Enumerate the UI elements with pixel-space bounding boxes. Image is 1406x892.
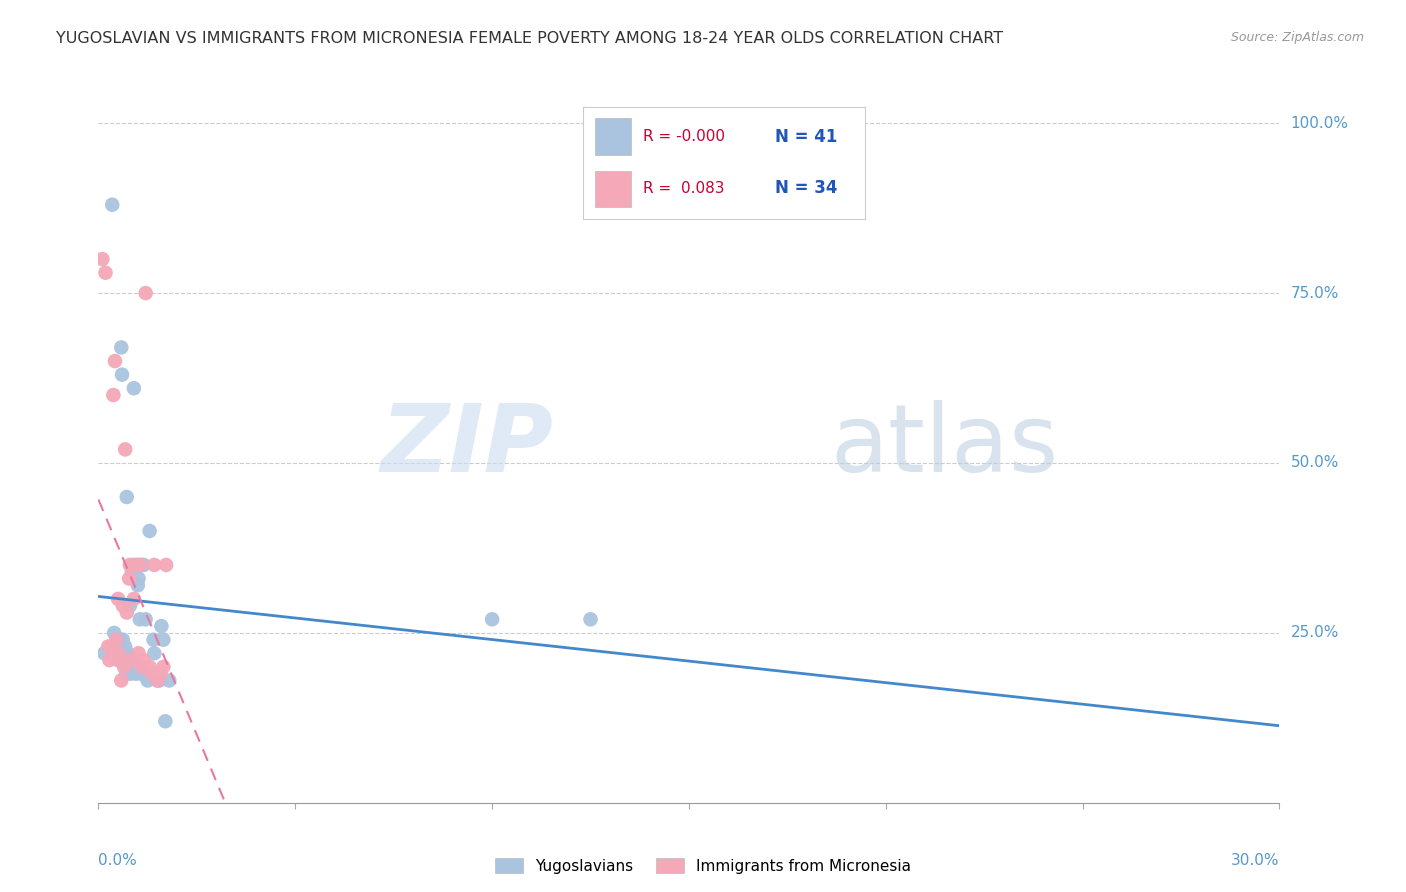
Point	[141, 666, 163, 681]
Point	[115, 606, 138, 620]
Point	[107, 591, 129, 606]
Point	[143, 646, 166, 660]
Point	[114, 442, 136, 457]
Text: 25.0%: 25.0%	[1291, 625, 1339, 640]
Point	[105, 640, 128, 654]
Point	[152, 632, 174, 647]
Point	[115, 490, 138, 504]
Point	[122, 558, 145, 572]
Text: atlas: atlas	[831, 400, 1059, 492]
Point	[128, 558, 150, 572]
Text: Source: ZipAtlas.com: Source: ZipAtlas.com	[1230, 31, 1364, 45]
Point	[117, 646, 139, 660]
Point	[135, 286, 157, 301]
Point	[124, 660, 146, 674]
Point	[148, 673, 170, 688]
Point	[127, 578, 149, 592]
Point	[121, 653, 143, 667]
Text: 75.0%: 75.0%	[1291, 285, 1339, 301]
Point	[128, 572, 150, 586]
Point	[135, 612, 157, 626]
Point	[118, 660, 141, 674]
Point	[118, 599, 141, 613]
Point	[579, 612, 602, 626]
Point	[481, 612, 503, 626]
Text: R =  0.083: R = 0.083	[643, 181, 724, 196]
Point	[98, 653, 121, 667]
Text: 100.0%: 100.0%	[1291, 116, 1348, 131]
Point	[118, 572, 141, 586]
Point	[155, 558, 177, 572]
Point	[112, 646, 135, 660]
Point	[152, 660, 174, 674]
Point	[143, 558, 166, 572]
Point	[101, 198, 124, 212]
Point	[131, 558, 153, 572]
Point	[108, 632, 131, 647]
Point	[122, 591, 145, 606]
Point	[149, 666, 172, 681]
Text: ZIP: ZIP	[380, 400, 553, 492]
Point	[93, 646, 115, 660]
FancyBboxPatch shape	[595, 118, 631, 155]
Text: 30.0%: 30.0%	[1232, 853, 1279, 868]
Text: 0.0%: 0.0%	[98, 853, 138, 868]
FancyBboxPatch shape	[595, 170, 631, 208]
Point	[129, 666, 152, 681]
Point	[128, 646, 150, 660]
Point	[132, 653, 155, 667]
Point	[142, 632, 165, 647]
Point	[91, 252, 114, 266]
Text: YUGOSLAVIAN VS IMMIGRANTS FROM MICRONESIA FEMALE POVERTY AMONG 18-24 YEAR OLDS C: YUGOSLAVIAN VS IMMIGRANTS FROM MICRONESI…	[56, 31, 1004, 46]
Point	[108, 653, 131, 667]
Point	[120, 666, 142, 681]
Point	[155, 714, 177, 729]
Point	[111, 632, 134, 647]
Point	[146, 673, 169, 688]
Point	[110, 341, 132, 355]
Point	[114, 640, 136, 654]
Point	[125, 666, 148, 681]
Point	[111, 368, 134, 382]
Point	[101, 640, 124, 654]
Point	[157, 673, 180, 688]
Point	[121, 565, 143, 579]
Point	[138, 660, 160, 674]
Point	[127, 558, 149, 572]
Point	[112, 660, 135, 674]
Text: 50.0%: 50.0%	[1291, 456, 1339, 470]
Point	[104, 354, 127, 368]
Point	[103, 388, 125, 402]
Point	[111, 599, 134, 613]
Point	[94, 266, 117, 280]
Point	[138, 524, 160, 538]
Point	[125, 558, 148, 572]
Point	[110, 673, 132, 688]
Point	[103, 626, 125, 640]
Point	[115, 666, 138, 681]
Point	[97, 640, 120, 654]
Point	[128, 612, 150, 626]
Point	[105, 632, 128, 647]
Point	[108, 646, 131, 660]
Point	[150, 619, 173, 633]
Point	[118, 558, 141, 572]
Legend: Yugoslavians, Immigrants from Micronesia: Yugoslavians, Immigrants from Micronesia	[489, 852, 917, 880]
Text: N = 41: N = 41	[775, 128, 837, 145]
Text: N = 34: N = 34	[775, 179, 837, 197]
Point	[136, 673, 159, 688]
Point	[131, 660, 153, 674]
Point	[132, 558, 155, 572]
Point	[146, 673, 169, 688]
Point	[122, 381, 145, 395]
Point	[107, 653, 129, 667]
Text: R = -0.000: R = -0.000	[643, 129, 724, 145]
